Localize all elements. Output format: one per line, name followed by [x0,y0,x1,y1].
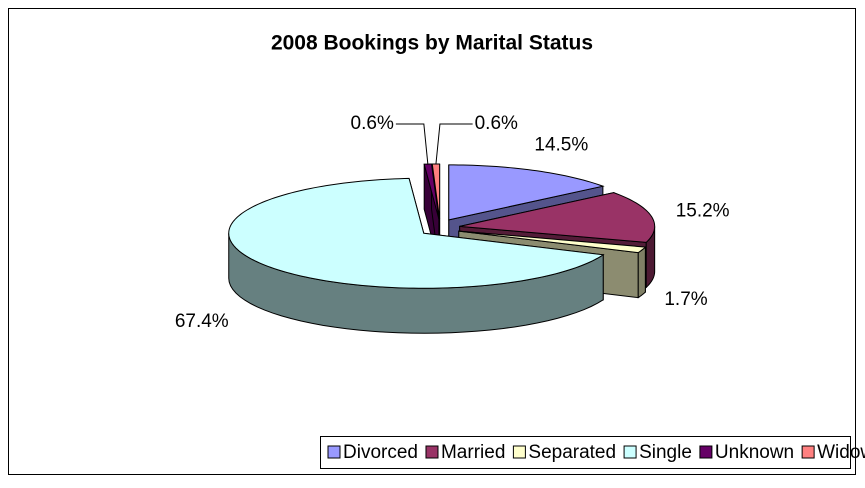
legend-swatch [624,446,636,458]
legend-label: Widowed [817,442,865,463]
legend-swatch [328,446,340,458]
data-label: 67.4% [175,311,229,332]
data-label: 1.7% [664,289,707,310]
legend-swatch [513,446,525,458]
legend-label: Divorced [343,442,418,463]
legend-label: Separated [528,442,616,463]
legend-swatch [426,446,438,458]
data-label: 14.5% [534,134,588,155]
legend: Divorced Married Separated Single Unknown Wid… [321,437,865,469]
legend-swatch [700,446,712,458]
legend-swatch [802,446,814,458]
data-label: 15.2% [676,200,730,221]
data-label: 0.6% [351,113,394,134]
data-label: 0.6% [475,113,518,134]
slice-outer-wall [638,247,645,298]
legend-label: Married [441,442,505,463]
legend-label: Unknown [715,442,794,463]
legend-label: Single [639,442,692,463]
chart-title: 2008 Bookings by Marital Status [271,32,593,55]
